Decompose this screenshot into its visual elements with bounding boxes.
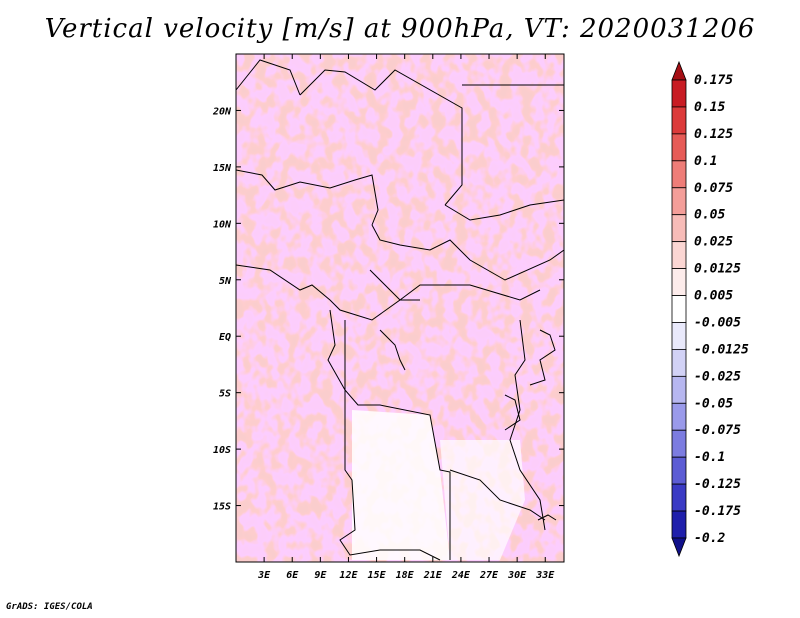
chart-title: Vertical velocity [m/s] at 900hPa, VT: 2… (44, 14, 756, 44)
boundary-line (444, 199, 564, 221)
colorbar-label: -0.025 (694, 369, 741, 384)
boundary-line (509, 319, 546, 531)
colorbar-label: -0.175 (694, 504, 741, 519)
boundary-line (379, 329, 406, 371)
boundary-line (529, 329, 556, 386)
lon-tick-label: 30E (507, 570, 527, 581)
boundary-line (449, 469, 546, 521)
colorbar-swatch (671, 241, 687, 269)
colorbar-label: -0.125 (694, 477, 741, 492)
boundary-line (236, 59, 301, 96)
colorbar-label: 0.125 (694, 127, 733, 142)
colorbar-swatch (671, 214, 687, 243)
lat-tick-label: 5S (219, 389, 231, 400)
colorbar-swatch (671, 322, 687, 350)
colorbar-swatch (671, 60, 687, 81)
colorbar-swatch (671, 456, 687, 485)
boundary-line (299, 69, 463, 206)
colorbar-label: 0.025 (694, 235, 733, 250)
colorbar-label: 0.005 (694, 289, 733, 304)
map-frame (235, 53, 565, 563)
lon-tick-label: 21E (423, 570, 443, 581)
boundary-line (537, 514, 557, 521)
calm-region (352, 410, 450, 560)
colorbar-swatch (671, 79, 687, 108)
lon-tick-label: 33E (535, 570, 555, 581)
colorbar-label: -0.1 (694, 450, 725, 465)
colorbar-label: 0.1 (694, 154, 717, 169)
colorbar-swatch (671, 510, 687, 539)
lon-tick-label: 18E (396, 570, 415, 581)
calm-region (440, 440, 525, 560)
boundary-line (236, 169, 379, 226)
colorbar: 0.175 0.15 0.125 0.1 0.075 0.05 0.025 0.0125 0.0… (671, 60, 749, 558)
lat-tick-label: 20N (212, 106, 232, 117)
lon-tick-label: 12E (339, 570, 358, 581)
lat-tick-label: 5N (219, 276, 232, 287)
colorbar-label: 0.175 (694, 73, 733, 88)
velocity-field (236, 54, 564, 562)
footer-credit: GrADS: IGES/COLA (6, 602, 93, 612)
boundary-line (369, 269, 541, 301)
lat-tick-label: 15N (213, 163, 232, 174)
lon-tick-label: 3E (257, 570, 271, 581)
colorbar-swatch (671, 133, 687, 162)
lat-tick-label: 15S (213, 502, 231, 513)
colorbar-label: -0.05 (694, 396, 733, 411)
boundary-line (327, 309, 451, 560)
colorbar-swatch (671, 483, 687, 512)
lat-tick-label: EQ (219, 332, 231, 343)
colorbar-label: 0.0125 (694, 262, 741, 277)
lat-tick-label: 10S (213, 445, 231, 456)
colorbar-label: -0.005 (694, 315, 741, 330)
colorbar-swatch (671, 375, 687, 404)
lon-tick-label: 15E (368, 570, 387, 581)
boundaries (236, 59, 564, 561)
colorbar-label: -0.075 (694, 423, 741, 438)
lon-tick-label: 27E (479, 570, 499, 581)
colorbar-swatch (671, 349, 687, 377)
colorbar-swatch (671, 187, 687, 216)
boundary-line (504, 394, 521, 431)
colorbar-swatch (671, 537, 687, 558)
colorbar-swatch (671, 402, 687, 431)
boundary-line (236, 264, 420, 321)
colorbar-swatch (671, 268, 687, 296)
lon-tick-label: 24E (451, 570, 471, 581)
colorbar-label: -0.2 (694, 531, 725, 546)
colorbar-label: 0.15 (694, 100, 725, 115)
colorbar-swatch (671, 429, 687, 458)
colorbar-label: -0.0125 (694, 342, 749, 357)
colorbar-swatch (671, 295, 687, 323)
colorbar-label: 0.05 (694, 208, 725, 223)
colorbar-swatch (671, 106, 687, 135)
lon-tick-label: 9E (314, 570, 327, 581)
latitude-axis: 20N 15N 10N 5N EQ 5S 10S 15S (212, 106, 564, 513)
lon-tick-label: 6E (286, 570, 299, 581)
boundary-line (339, 320, 441, 561)
colorbar-label: 0.075 (694, 181, 733, 196)
lat-tick-label: 10N (213, 219, 232, 230)
colorbar-swatch (671, 160, 687, 189)
boundary-line (371, 224, 564, 281)
longitude-axis: 3E 6E 9E 12E 15E 18E 21E 24E 27E 30E 33E (257, 54, 555, 581)
